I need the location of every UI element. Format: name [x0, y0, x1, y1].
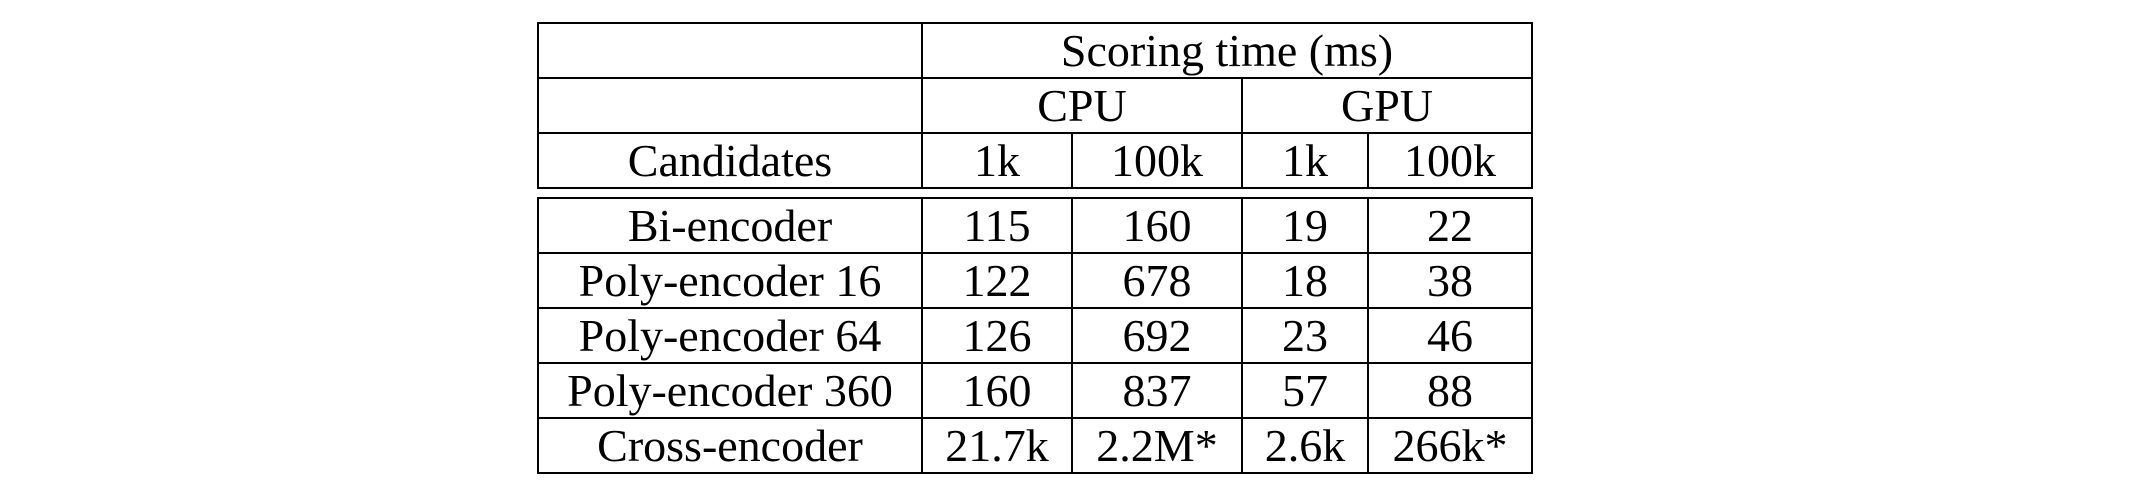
header-row-title: Scoring time (ms)	[537, 22, 1533, 79]
header-row-candidates: Candidates 1k 100k 1k 100k	[537, 132, 1533, 189]
model-name-cell: Poly-encoder 16	[537, 252, 923, 309]
cpu-100k-cell: 160	[1071, 197, 1243, 254]
gpu-1k-cell: 23	[1241, 307, 1369, 364]
header-group-title: Scoring time (ms)	[921, 22, 1533, 79]
header-row-label: Candidates	[537, 132, 923, 189]
gpu-100k-cell: 88	[1367, 362, 1533, 419]
table-row: Poly-encoder 64 126 692 23 46	[537, 307, 1533, 364]
header-gpu-100k: 100k	[1367, 132, 1533, 189]
model-name-cell: Poly-encoder 360	[537, 362, 923, 419]
model-name-cell: Poly-encoder 64	[537, 307, 923, 364]
header-empty-cell	[537, 77, 923, 134]
cpu-1k-cell: 115	[921, 197, 1073, 254]
header-cpu-100k: 100k	[1071, 132, 1243, 189]
header-cpu-1k: 1k	[921, 132, 1073, 189]
cpu-1k-cell: 160	[921, 362, 1073, 419]
model-name-cell: Bi-encoder	[537, 197, 923, 254]
table-row: Cross-encoder 21.7k 2.2M* 2.6k 266k*	[537, 417, 1533, 474]
header-gpu-1k: 1k	[1241, 132, 1369, 189]
model-name-cell: Cross-encoder	[537, 417, 923, 474]
table-row: Poly-encoder 360 160 837 57 88	[537, 362, 1533, 419]
table-row: Bi-encoder 115 160 19 22	[537, 197, 1533, 254]
gpu-1k-cell: 19	[1241, 197, 1369, 254]
table-row: Poly-encoder 16 122 678 18 38	[537, 252, 1533, 309]
gpu-1k-cell: 57	[1241, 362, 1369, 419]
cpu-100k-cell: 678	[1071, 252, 1243, 309]
cpu-1k-cell: 122	[921, 252, 1073, 309]
header-body-separator	[538, 187, 1532, 199]
gpu-100k-cell: 22	[1367, 197, 1533, 254]
cpu-100k-cell: 2.2M*	[1071, 417, 1243, 474]
header-row-devices: CPU GPU	[537, 77, 1533, 134]
gpu-100k-cell: 46	[1367, 307, 1533, 364]
gpu-100k-cell: 38	[1367, 252, 1533, 309]
cpu-100k-cell: 692	[1071, 307, 1243, 364]
cpu-100k-cell: 837	[1071, 362, 1243, 419]
scoring-time-table: Scoring time (ms) CPU GPU Candidates 1k …	[537, 22, 1533, 474]
gpu-1k-cell: 18	[1241, 252, 1369, 309]
header-gpu: GPU	[1241, 77, 1533, 134]
cpu-1k-cell: 21.7k	[921, 417, 1073, 474]
header-empty-corner	[537, 22, 923, 79]
cpu-1k-cell: 126	[921, 307, 1073, 364]
header-cpu: CPU	[921, 77, 1243, 134]
gpu-100k-cell: 266k*	[1367, 417, 1533, 474]
gpu-1k-cell: 2.6k	[1241, 417, 1369, 474]
